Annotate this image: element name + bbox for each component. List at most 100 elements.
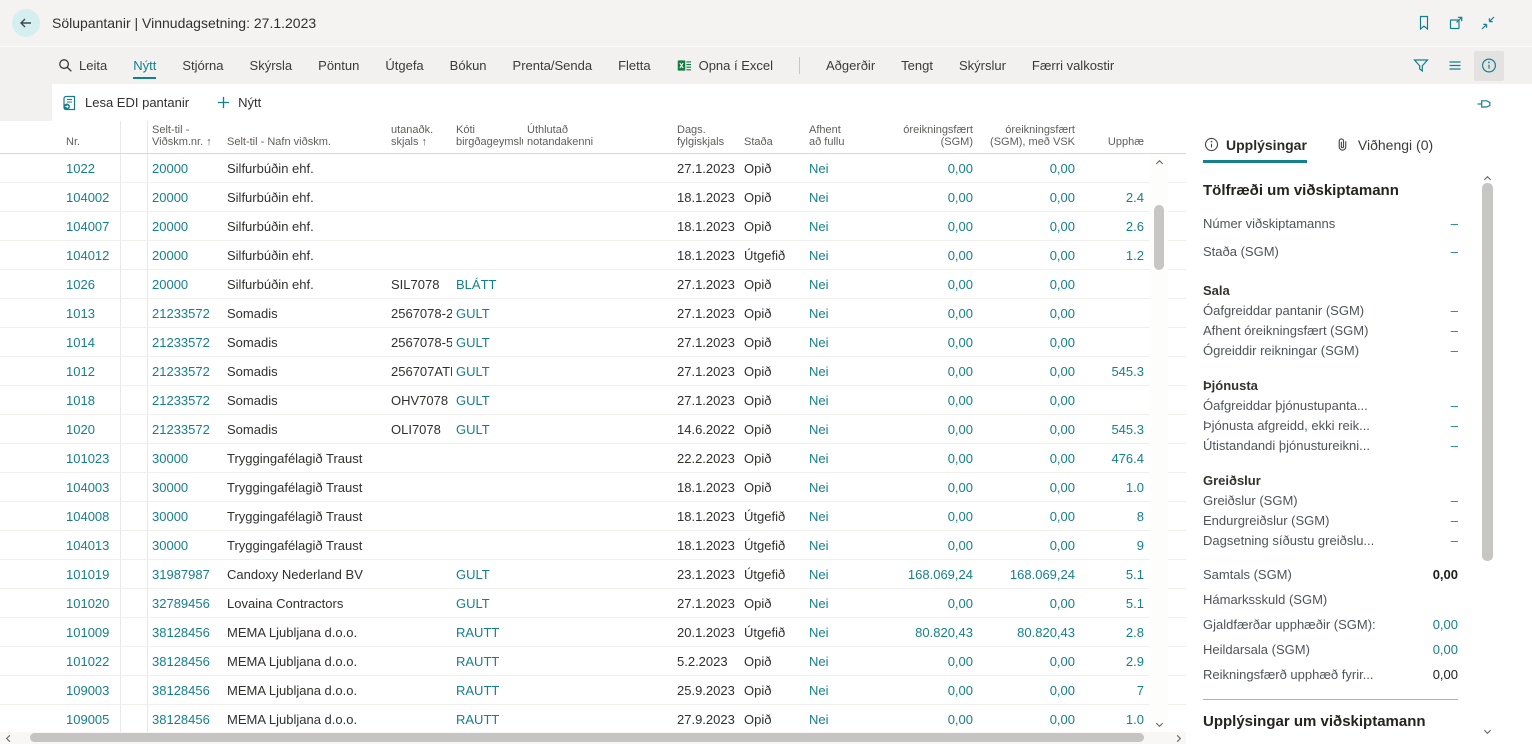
cell-nr[interactable]: 1018 [66,392,95,408]
cell-oreikn[interactable]: 0,00 [947,595,973,611]
cell-nr[interactable]: 101019 [66,566,110,582]
column-header-name[interactable]: Selt-til - Nafn viðskm. [223,121,387,153]
cell-orvsk[interactable]: 0,00 [1049,334,1075,350]
column-header-nr[interactable]: Nr. [62,121,120,153]
cell-koti[interactable]: RAUTT [456,624,500,640]
cell-orvsk[interactable]: 0,00 [1049,653,1075,669]
pin-toolbar-button[interactable] [1474,94,1494,114]
cell-upph[interactable]: 545.3 [1111,363,1144,379]
cell-nr[interactable]: 104013 [66,537,110,553]
read-edi-orders-button[interactable]: Lesa EDI pantanir [62,95,189,111]
column-header-cust[interactable]: Selt-til - Viðskm.nr. ↑ [148,121,223,153]
bookmark-button[interactable] [1414,13,1434,33]
cell-koti[interactable]: GULT [456,595,490,611]
menu-n-tt[interactable]: Nýtt [133,58,157,79]
factbox-total-value[interactable]: 0,00 [1432,617,1458,632]
table-row[interactable]: 1013 21233572 Somadis 2567078-2 GULT 27.1.202… [0,299,1186,328]
cell-cust[interactable]: 21233572 [152,334,210,350]
factbox-total-value[interactable]: 0,00 [1432,642,1458,657]
table-row[interactable]: 109003 38128456 MEMA Ljubljana d.o.o. RAUTT… [0,676,1186,705]
menu-stj-rna[interactable]: Stjórna [182,58,223,73]
cell-orvsk[interactable]: 0,00 [1049,421,1075,437]
factbox-field-value[interactable]: – [1450,397,1458,413]
table-row[interactable]: 104012 20000 Silfurbúðin ehf. 18.1.2023 Útge… [0,241,1186,270]
cell-upph[interactable]: 8 [1136,508,1144,524]
factbox-field-value[interactable]: – [1450,322,1458,338]
column-header-upph[interactable]: Upphæ [1081,121,1150,153]
menu-opna-excel[interactable]: Opna í Excel [677,58,773,74]
cell-afhent[interactable]: Nei [809,479,829,495]
table-row[interactable]: 101019 31987987 Candoxy Nederland BV GULT 23… [0,560,1186,589]
cell-cust[interactable]: 21233572 [152,363,210,379]
cell-nr[interactable]: 101023 [66,450,110,466]
cell-nr[interactable]: 104008 [66,508,110,524]
table-row[interactable]: 101022 38128456 MEMA Ljubljana d.o.o. RAUTT… [0,647,1186,676]
cell-nr[interactable]: 1014 [66,334,95,350]
cell-oreikn[interactable]: 0,00 [947,653,973,669]
cell-afhent[interactable]: Nei [809,421,829,437]
cell-nr[interactable]: 101020 [66,595,110,611]
cell-oreikn[interactable]: 0,00 [947,392,973,408]
factbox-field-value[interactable]: – [1450,302,1458,318]
horizontal-scroll-thumb[interactable] [30,733,1144,742]
cell-orvsk[interactable]: 168.069,24 [1009,566,1075,582]
back-button[interactable] [12,9,40,37]
table-row[interactable]: 1018 21233572 Somadis OHV7078 GULT 27.1.2023 O… [0,386,1186,415]
cell-afhent[interactable]: Nei [809,624,829,640]
cell-afhent[interactable]: Nei [809,537,829,553]
cell-oreikn[interactable]: 0,00 [947,421,973,437]
cell-koti[interactable]: GULT [456,566,490,582]
cell-nr[interactable]: 1012 [66,363,95,379]
factbox-field-value[interactable]: – [1450,342,1458,358]
cell-orvsk[interactable]: 0,00 [1049,363,1075,379]
tab-vidhengi[interactable]: Viðhengi (0) [1335,121,1433,168]
cell-cust[interactable]: 38128456 [152,653,210,669]
cell-afhent[interactable]: Nei [809,363,829,379]
cell-orvsk[interactable]: 0,00 [1049,595,1075,611]
cell-orvsk[interactable]: 0,00 [1049,160,1075,176]
cell-koti[interactable]: RAUTT [456,682,500,698]
cell-afhent[interactable]: Nei [809,682,829,698]
cell-oreikn[interactable]: 80.820,43 [915,624,973,640]
cell-upph[interactable]: 1.0 [1125,479,1144,495]
cell-cust[interactable]: 30000 [152,508,189,524]
cell-cust[interactable]: 30000 [152,479,189,495]
cell-orvsk[interactable]: 0,00 [1049,479,1075,495]
cell-upph[interactable]: 1.0 [1125,711,1144,727]
cell-orvsk[interactable]: 0,00 [1049,305,1075,321]
info-pane-toggle-button[interactable] [1474,50,1504,81]
table-row[interactable]: 101020 32789456 Lovaina Contractors GULT 27.… [0,589,1186,618]
cell-oreikn[interactable]: 0,00 [947,537,973,553]
filter-button[interactable] [1406,51,1436,81]
factbox-field-value[interactable]: – [1450,532,1458,548]
table-row[interactable]: 109005 38128456 MEMA Ljubljana d.o.o. RAUTT… [0,705,1186,732]
views-button[interactable] [1440,51,1470,81]
cell-oreikn[interactable]: 0,00 [947,450,973,466]
column-header-orvsk[interactable]: óreikningsfært (SGM), með VSK [979,121,1081,153]
cell-orvsk[interactable]: 0,00 [1049,711,1075,727]
cell-orvsk[interactable]: 0,00 [1049,276,1075,292]
cell-nr[interactable]: 104007 [66,218,110,234]
cell-afhent[interactable]: Nei [809,305,829,321]
column-header-koti[interactable]: Kóti birgðageymslu [452,121,523,153]
table-row[interactable]: 1012 21233572 Somadis 256707ATHGULT 27.1.202… [0,357,1186,386]
column-header-uth[interactable]: Úthlutað notandakenni [523,121,673,153]
table-row[interactable]: 104002 20000 Silfurbúðin ehf. 18.1.2023 Opið… [0,183,1186,212]
cell-oreikn[interactable]: 0,00 [947,479,973,495]
cell-nr[interactable]: 109005 [66,711,110,727]
cell-afhent[interactable]: Nei [809,711,829,727]
cell-koti[interactable]: GULT [456,392,490,408]
menu-prenta-senda[interactable]: Prenta/Senda [513,58,593,73]
cell-upph[interactable]: 5.1 [1125,566,1144,582]
cell-cust[interactable]: 31987987 [152,566,210,582]
cell-upph[interactable]: 9 [1136,537,1144,553]
cell-afhent[interactable]: Nei [809,334,829,350]
open-in-new-window-button[interactable] [1446,13,1466,33]
scroll-down-icon[interactable] [1150,716,1168,732]
table-row[interactable]: 1026 20000 Silfurbúðin ehf. SIL7078 BLÁTT 27.… [0,270,1186,299]
table-row[interactable]: 1020 21233572 Somadis OLI7078 GULT 14.6.2022 O… [0,415,1186,444]
cell-cust[interactable]: 30000 [152,450,189,466]
menu-tgefa[interactable]: Útgefa [385,58,423,73]
cell-upph[interactable]: 7 [1136,682,1144,698]
cell-orvsk[interactable]: 80.820,43 [1017,624,1075,640]
